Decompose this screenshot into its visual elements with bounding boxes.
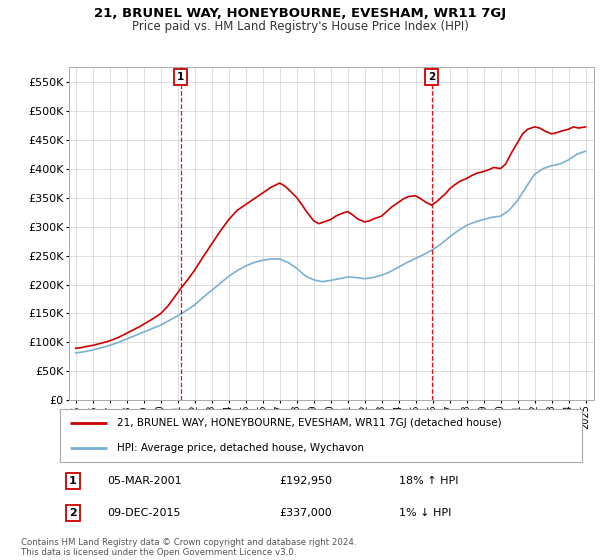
Text: 21, BRUNEL WAY, HONEYBOURNE, EVESHAM, WR11 7GJ (detached house): 21, BRUNEL WAY, HONEYBOURNE, EVESHAM, WR… bbox=[118, 418, 502, 428]
Text: 09-DEC-2015: 09-DEC-2015 bbox=[107, 508, 181, 518]
Text: 21, BRUNEL WAY, HONEYBOURNE, EVESHAM, WR11 7GJ: 21, BRUNEL WAY, HONEYBOURNE, EVESHAM, WR… bbox=[94, 7, 506, 20]
Text: Price paid vs. HM Land Registry's House Price Index (HPI): Price paid vs. HM Land Registry's House … bbox=[131, 20, 469, 33]
Text: £337,000: £337,000 bbox=[279, 508, 332, 518]
Text: 18% ↑ HPI: 18% ↑ HPI bbox=[400, 476, 459, 486]
Text: 05-MAR-2001: 05-MAR-2001 bbox=[107, 476, 182, 486]
Text: 1: 1 bbox=[177, 72, 184, 82]
Text: 1% ↓ HPI: 1% ↓ HPI bbox=[400, 508, 452, 518]
FancyBboxPatch shape bbox=[60, 409, 582, 462]
Text: £192,950: £192,950 bbox=[279, 476, 332, 486]
Text: HPI: Average price, detached house, Wychavon: HPI: Average price, detached house, Wych… bbox=[118, 442, 364, 452]
Text: 1: 1 bbox=[69, 476, 77, 486]
Text: 2: 2 bbox=[428, 72, 435, 82]
Text: Contains HM Land Registry data © Crown copyright and database right 2024.
This d: Contains HM Land Registry data © Crown c… bbox=[21, 538, 356, 557]
Text: 2: 2 bbox=[69, 508, 77, 518]
